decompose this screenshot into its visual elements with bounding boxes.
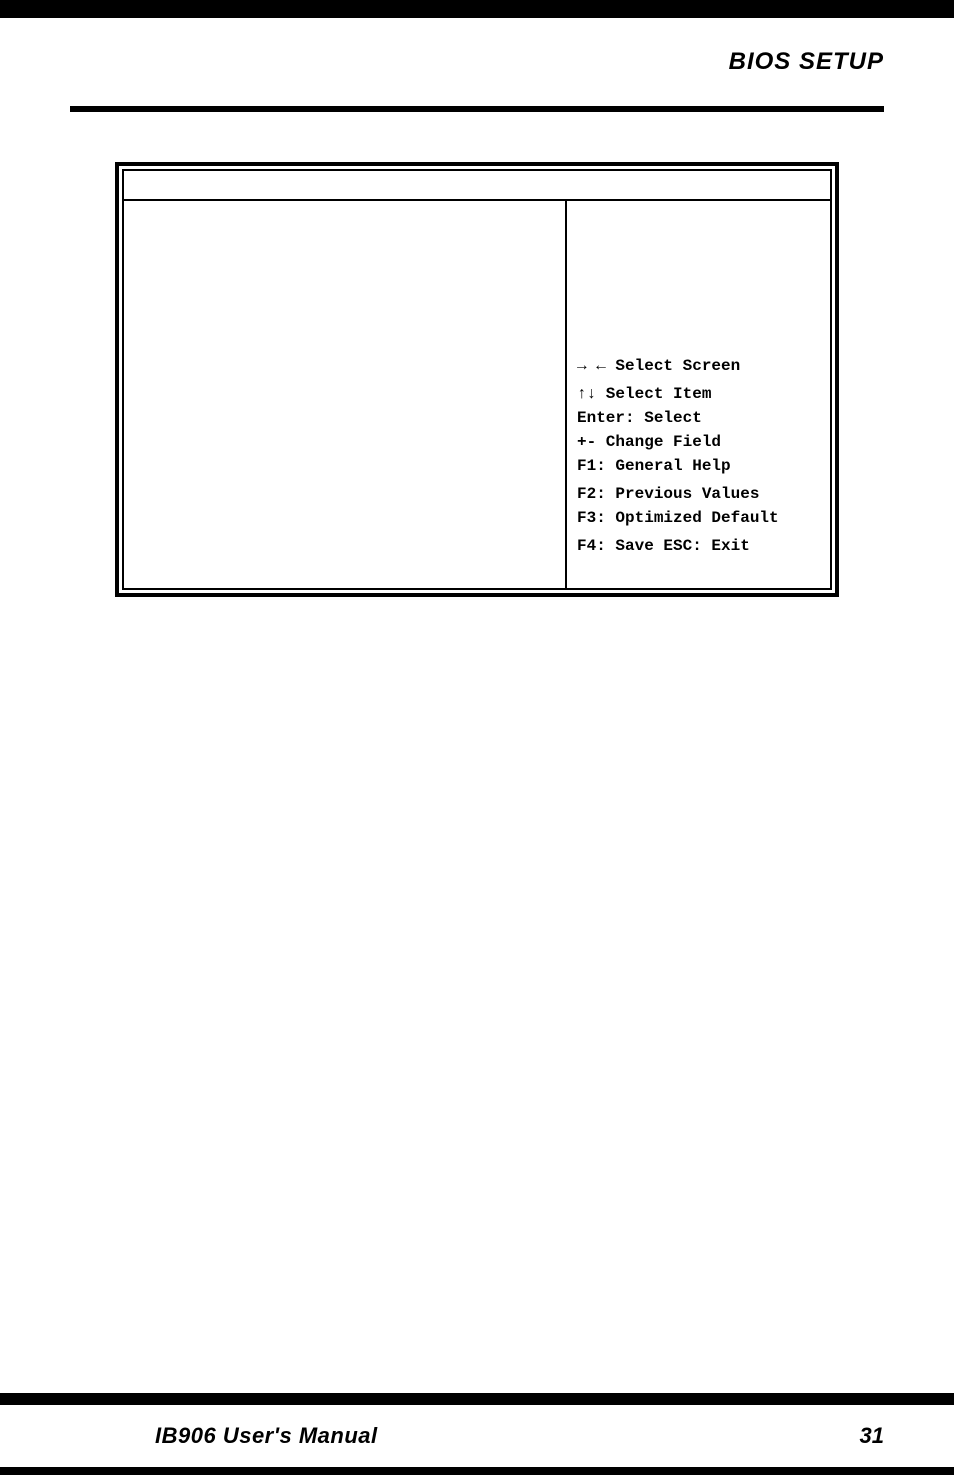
bios-left-panel xyxy=(124,201,567,588)
page-container: BIOS SETUP → ← Select Screen ↑↓ Select I… xyxy=(0,0,954,1475)
bios-menu-bar xyxy=(124,171,830,201)
footer-area: IB906 User's Manual 31 xyxy=(0,1393,954,1475)
footer-bar-top xyxy=(0,1393,954,1405)
bios-box-inner: → ← Select Screen ↑↓ Select Item Enter: … xyxy=(122,169,832,590)
footer-bar-bottom xyxy=(0,1467,954,1475)
bios-help-panel: → ← Select Screen ↑↓ Select Item Enter: … xyxy=(567,201,830,588)
header-area: BIOS SETUP xyxy=(0,18,954,106)
page-header-title: BIOS SETUP xyxy=(70,48,884,76)
help-previous-values: F2: Previous Values xyxy=(577,482,822,506)
footer-content: IB906 User's Manual 31 xyxy=(0,1405,954,1467)
footer-page-number: 31 xyxy=(860,1423,884,1449)
content-area: → ← Select Screen ↑↓ Select Item Enter: … xyxy=(0,112,954,1393)
bios-box-outer: → ← Select Screen ↑↓ Select Item Enter: … xyxy=(115,162,839,597)
help-optimized-default: F3: Optimized Default xyxy=(577,506,822,530)
help-change-field: +- Change Field xyxy=(577,430,822,454)
help-select-screen: → ← Select Screen xyxy=(577,354,822,378)
help-select-item: ↑↓ Select Item xyxy=(577,382,822,406)
help-save-exit: F4: Save ESC: Exit xyxy=(577,534,822,558)
help-general-help: F1: General Help xyxy=(577,454,822,478)
help-enter: Enter: Select xyxy=(577,406,822,430)
footer-title: IB906 User's Manual xyxy=(155,1423,378,1449)
header-top-bar xyxy=(0,0,954,18)
bios-main-area: → ← Select Screen ↑↓ Select Item Enter: … xyxy=(124,201,830,588)
